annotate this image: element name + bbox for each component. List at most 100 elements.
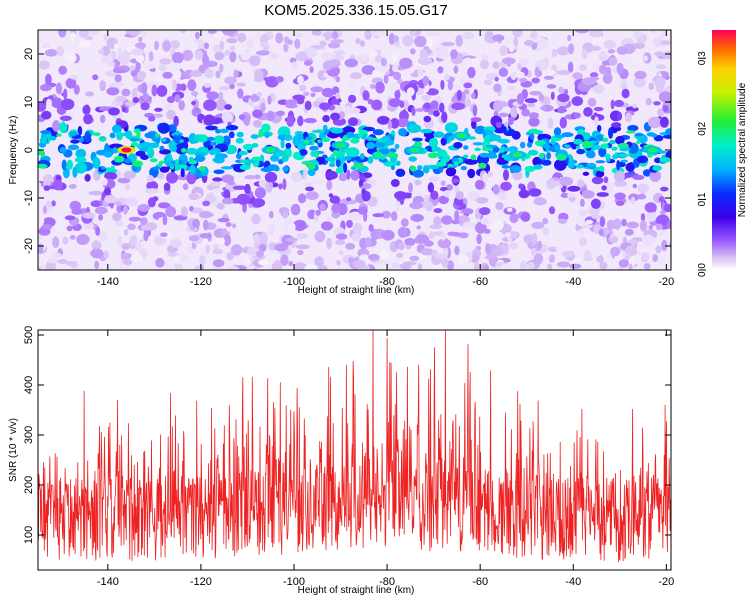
heatmap-cell	[626, 130, 636, 134]
heatmap-cell	[140, 224, 152, 231]
heatmap-cell	[163, 182, 171, 191]
heatmap-cell	[392, 71, 402, 81]
heatmap-cell	[296, 233, 309, 240]
heatmap-cell	[609, 140, 616, 145]
x-tick-label: -120	[190, 576, 212, 588]
heatmap-cell	[321, 221, 333, 231]
heatmap-cell	[344, 155, 352, 161]
heatmap-cell	[660, 40, 671, 46]
heatmap-cell	[399, 57, 413, 69]
heatmap-cell	[148, 51, 154, 62]
heatmap-cell	[381, 229, 395, 241]
heatmap-cell	[166, 172, 178, 184]
heatmap-cell	[299, 84, 307, 92]
heatmap-cell	[336, 260, 341, 266]
heatmap-cell	[312, 135, 317, 141]
heatmap-cell	[518, 189, 530, 199]
heatmap-cell	[603, 39, 616, 50]
heatmap-cell	[596, 256, 604, 263]
heatmap-cell	[507, 242, 519, 250]
heatmap-cell	[180, 168, 185, 178]
heatmap-cell	[567, 161, 574, 167]
heatmap-cell	[408, 182, 413, 193]
heatmap-cell	[350, 137, 360, 144]
heatmap-cell	[655, 223, 663, 230]
heatmap-cell	[396, 160, 401, 166]
heatmap-cell	[79, 40, 91, 48]
heatmap-cell	[117, 177, 131, 184]
heatmap-cell	[65, 77, 77, 89]
heatmap-cell	[59, 147, 67, 153]
heatmap-cell	[175, 185, 180, 190]
heatmap-cell	[438, 156, 444, 160]
heatmap-cell	[311, 129, 322, 133]
heatmap-cell	[186, 147, 198, 155]
heatmap-cell	[216, 237, 226, 245]
heatmap-cell	[358, 129, 368, 135]
heatmap-cell	[109, 132, 116, 139]
heatmap-cell	[604, 153, 611, 159]
heatmap-cell	[254, 69, 264, 81]
heatmap-cell	[187, 79, 197, 92]
heatmap-cell	[493, 135, 502, 142]
heatmap-cell	[66, 159, 74, 170]
heatmap-peak	[410, 147, 421, 153]
heatmap-cell	[176, 174, 191, 181]
heatmap-cell	[100, 177, 108, 186]
heatmap-cell	[350, 107, 361, 114]
heatmap-cell	[492, 184, 500, 195]
heatmap-cell	[162, 214, 168, 226]
heatmap-cell	[74, 162, 87, 174]
heatmap-cell	[314, 230, 326, 243]
heatmap-xlabel: Height of straight line (km)	[298, 285, 415, 296]
heatmap-cell	[141, 82, 148, 95]
heatmap-cell	[103, 250, 109, 259]
heatmap-cell	[194, 49, 204, 61]
heatmap-cell	[604, 229, 610, 235]
heatmap-cell	[144, 61, 157, 69]
heatmap-cell	[409, 255, 420, 261]
heatmap-cell	[427, 152, 439, 159]
heatmap-cell	[299, 149, 308, 156]
heatmap-cell	[123, 259, 133, 266]
heatmap-cell	[221, 111, 233, 124]
heatmap-cell	[270, 155, 280, 162]
heatmap-cell	[321, 87, 335, 98]
heatmap-cell	[557, 46, 570, 56]
heatmap-cell	[64, 215, 76, 221]
heatmap-cell	[224, 76, 237, 85]
x-tick-label: -120	[190, 276, 212, 288]
heatmap-cell	[266, 110, 275, 122]
heatmap-cell	[471, 92, 476, 100]
heatmap-cell	[346, 131, 355, 139]
heatmap-cell	[238, 114, 246, 120]
colorbar-tick-label: 0.2	[697, 121, 708, 135]
heatmap-cell	[610, 99, 615, 110]
heatmap-cell	[400, 218, 409, 228]
y-tick-label: -20	[23, 238, 35, 254]
heatmap-cell	[366, 142, 376, 149]
heatmap-cell	[462, 68, 469, 79]
heatmap-cell	[192, 218, 200, 228]
heatmap-cell	[475, 217, 481, 224]
heatmap-cell	[219, 40, 225, 51]
heatmap-cell	[155, 257, 165, 268]
heatmap-cell	[643, 263, 651, 270]
heatmap-cell	[178, 100, 185, 111]
heatmap-cell	[209, 141, 217, 146]
heatmap-cell	[140, 102, 150, 111]
heatmap-cell	[332, 149, 339, 157]
heatmap-cell	[88, 190, 103, 196]
heatmap-cell	[639, 220, 648, 232]
heatmap-cell	[125, 197, 139, 207]
heatmap-cell	[56, 133, 62, 137]
heatmap-cell	[427, 182, 435, 193]
heatmap-cell	[621, 88, 630, 99]
heatmap-cell	[625, 162, 635, 172]
heatmap-cell	[563, 144, 571, 148]
y-tick-label: -10	[23, 190, 35, 206]
heatmap-cell	[172, 79, 177, 91]
heatmap-cell	[83, 221, 94, 230]
heatmap-cell	[349, 72, 362, 80]
heatmap-cell	[123, 228, 129, 236]
